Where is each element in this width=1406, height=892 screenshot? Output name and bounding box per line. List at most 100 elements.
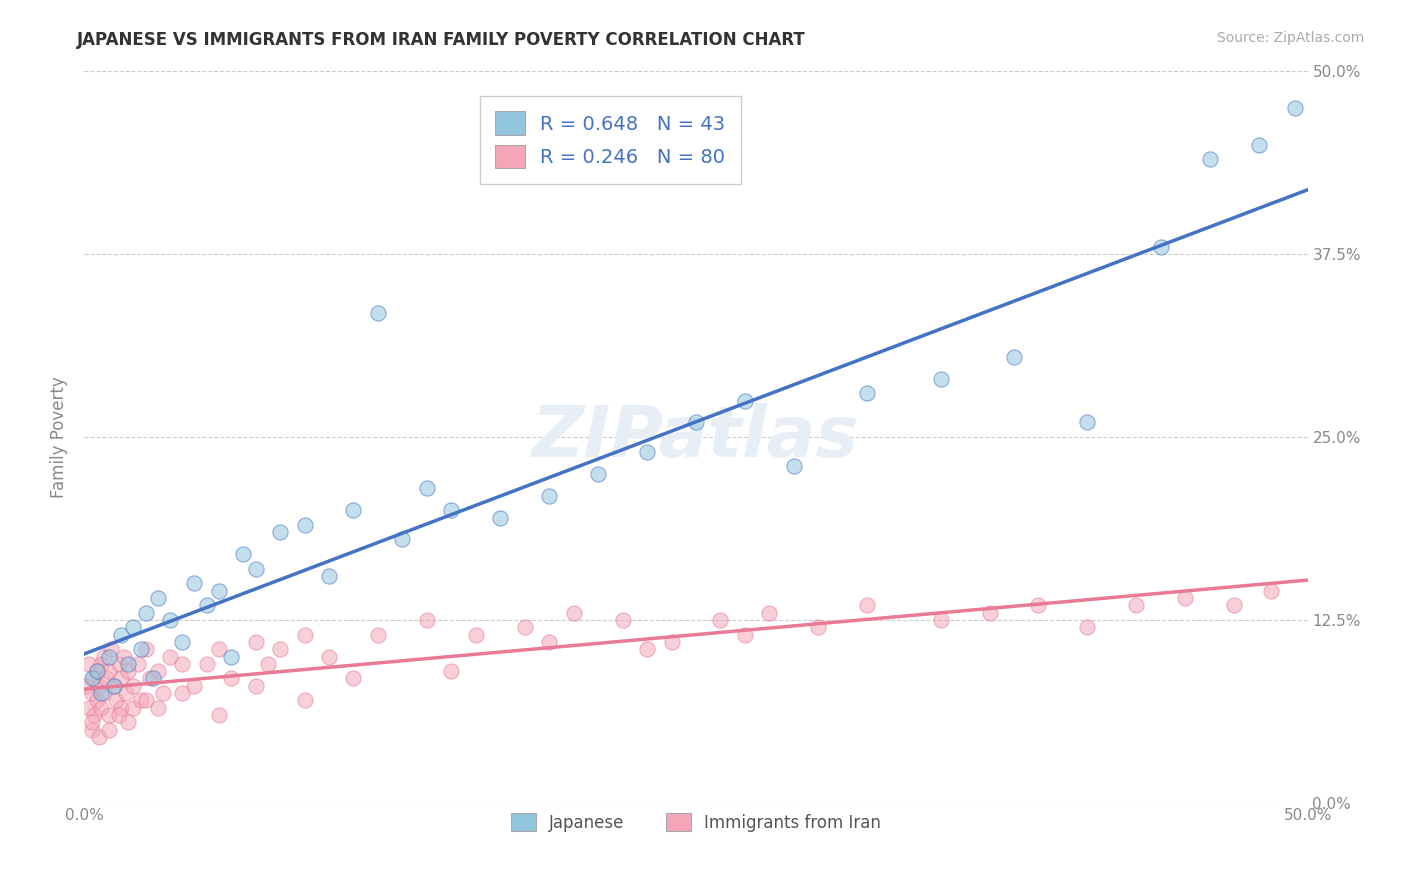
Point bbox=[612, 613, 634, 627]
Point bbox=[856, 599, 879, 613]
Point bbox=[636, 642, 658, 657]
Point bbox=[807, 620, 830, 634]
Point bbox=[513, 620, 536, 634]
Point bbox=[1028, 599, 1050, 613]
Point bbox=[90, 686, 112, 700]
Point bbox=[87, 730, 110, 744]
Point bbox=[195, 599, 218, 613]
Point bbox=[1076, 620, 1098, 634]
Point bbox=[122, 620, 145, 634]
Point bbox=[122, 700, 145, 714]
Point bbox=[269, 525, 291, 540]
Point bbox=[77, 700, 100, 714]
Point bbox=[100, 642, 122, 657]
Point bbox=[929, 371, 952, 385]
Point bbox=[110, 672, 132, 686]
Point bbox=[135, 642, 157, 657]
Point bbox=[86, 693, 108, 707]
Point bbox=[232, 547, 254, 561]
Point bbox=[586, 467, 609, 481]
Point bbox=[80, 715, 103, 730]
Point bbox=[562, 606, 585, 620]
Point bbox=[318, 649, 340, 664]
Point bbox=[117, 657, 139, 671]
Point bbox=[90, 700, 112, 714]
Y-axis label: Family Poverty: Family Poverty bbox=[51, 376, 69, 498]
Point bbox=[117, 715, 139, 730]
Point bbox=[112, 649, 135, 664]
Point bbox=[117, 664, 139, 678]
Point bbox=[146, 664, 169, 678]
Point bbox=[1260, 583, 1282, 598]
Point bbox=[83, 708, 105, 723]
Point bbox=[416, 613, 439, 627]
Point bbox=[93, 686, 115, 700]
Point bbox=[115, 686, 138, 700]
Point bbox=[172, 635, 194, 649]
Point bbox=[135, 693, 157, 707]
Legend: Japanese, Immigrants from Iran: Japanese, Immigrants from Iran bbox=[503, 806, 889, 838]
Text: ZIPatlas: ZIPatlas bbox=[533, 402, 859, 472]
Point bbox=[1150, 240, 1173, 254]
Point bbox=[416, 481, 439, 495]
Point bbox=[1198, 152, 1220, 166]
Point bbox=[294, 627, 316, 641]
Point bbox=[245, 635, 267, 649]
Point bbox=[142, 672, 165, 686]
Point bbox=[146, 700, 169, 714]
Point bbox=[86, 664, 108, 678]
Point bbox=[139, 672, 162, 686]
Point bbox=[342, 672, 364, 686]
Point bbox=[391, 533, 413, 547]
Point bbox=[367, 627, 389, 641]
Point bbox=[464, 627, 486, 641]
Point bbox=[103, 679, 125, 693]
Point bbox=[80, 723, 103, 737]
Point bbox=[856, 386, 879, 401]
Point bbox=[979, 606, 1001, 620]
Point bbox=[709, 613, 731, 627]
Point bbox=[97, 649, 120, 664]
Point bbox=[97, 664, 120, 678]
Point bbox=[269, 642, 291, 657]
Point bbox=[103, 679, 125, 693]
Point bbox=[90, 657, 112, 671]
Point bbox=[1076, 416, 1098, 430]
Point bbox=[1223, 599, 1246, 613]
Point bbox=[172, 657, 194, 671]
Point bbox=[87, 679, 110, 693]
Point bbox=[758, 606, 780, 620]
Point bbox=[107, 657, 129, 671]
Point bbox=[159, 649, 181, 664]
Point bbox=[129, 693, 152, 707]
Point bbox=[294, 693, 316, 707]
Text: Source: ZipAtlas.com: Source: ZipAtlas.com bbox=[1216, 31, 1364, 45]
Point bbox=[80, 672, 103, 686]
Point bbox=[257, 657, 280, 671]
Point bbox=[135, 606, 157, 620]
Text: JAPANESE VS IMMIGRANTS FROM IRAN FAMILY POVERTY CORRELATION CHART: JAPANESE VS IMMIGRANTS FROM IRAN FAMILY … bbox=[77, 31, 806, 49]
Point bbox=[96, 672, 118, 686]
Point bbox=[734, 393, 756, 408]
Point bbox=[172, 686, 194, 700]
Point bbox=[367, 306, 389, 320]
Point bbox=[97, 723, 120, 737]
Point bbox=[1174, 591, 1197, 605]
Point bbox=[146, 591, 169, 605]
Point bbox=[183, 679, 205, 693]
Point bbox=[1247, 137, 1270, 152]
Point bbox=[208, 583, 231, 598]
Point bbox=[97, 708, 120, 723]
Point bbox=[110, 700, 132, 714]
Point bbox=[245, 562, 267, 576]
Point bbox=[80, 686, 103, 700]
Point bbox=[219, 649, 242, 664]
Point bbox=[661, 635, 683, 649]
Point bbox=[83, 672, 105, 686]
Point bbox=[245, 679, 267, 693]
Point bbox=[440, 503, 463, 517]
Point bbox=[127, 657, 149, 671]
Point bbox=[440, 664, 463, 678]
Point bbox=[77, 657, 100, 671]
Point bbox=[538, 635, 561, 649]
